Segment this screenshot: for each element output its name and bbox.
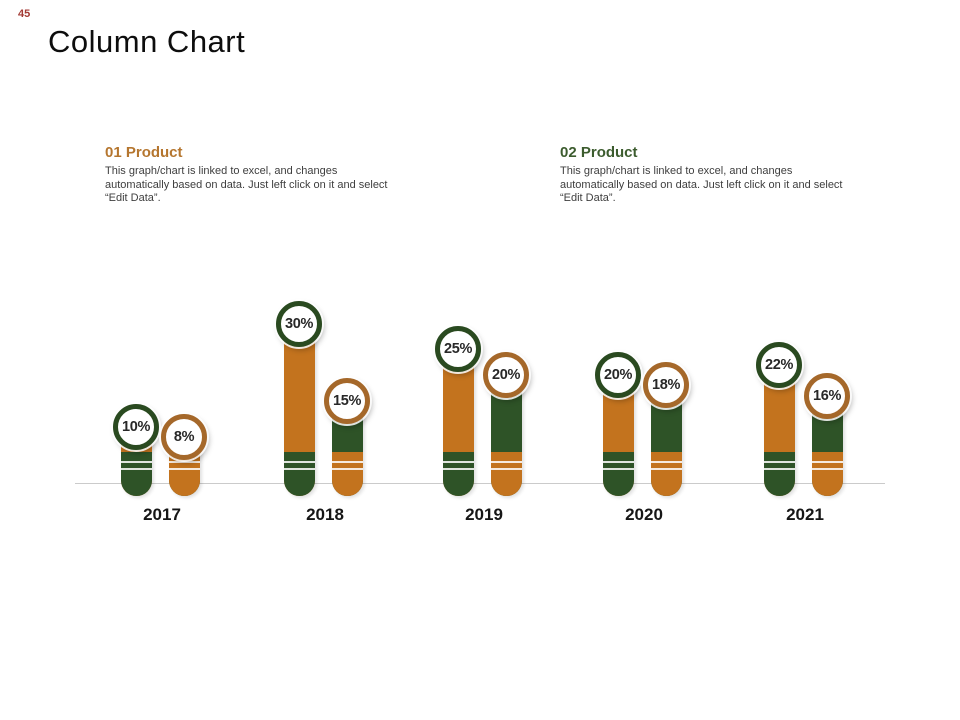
bar-value-label: 18% [651,377,681,394]
page-title: Column Chart [48,24,246,59]
value-badge-2017-01-product[interactable]: 10% [113,403,159,450]
bar-value-label: 16% [812,387,842,404]
bar-bottom-cap [120,452,152,496]
legend-product-01: 01 Product This graph/chart is linked to… [105,144,397,206]
value-badge-2017-02-product[interactable]: 8% [161,413,207,460]
bar-bottom-cap [442,452,474,496]
cap-stripe [120,468,152,470]
legend-02-description: This graph/chart is linked to excel, and… [560,165,843,204]
bar-bottom-cap [490,452,522,496]
bar-value-label: 20% [603,367,633,383]
bar-value-label: 10% [121,418,151,435]
cap-stripe [811,460,843,463]
x-axis-label-2020: 2020 [625,505,663,524]
bar-value-label: 25% [443,341,473,358]
cap-stripe [442,468,474,470]
legend-01-description: This graph/chart is linked to excel, and… [105,165,388,204]
value-badge-2018-01-product[interactable]: 30% [276,300,322,347]
legend-02-heading: 02 Product [560,144,638,161]
bar-bottom-cap [650,451,682,496]
bar-value-label: 20% [491,367,521,383]
cap-stripe [602,461,634,463]
cap-stripe [331,461,363,463]
cap-stripe [650,460,682,463]
cap-stripe [442,461,474,463]
x-axis-label-2018: 2018 [306,505,344,524]
cap-stripe [331,468,363,470]
value-badge-2018-02-product[interactable]: 15% [324,377,370,424]
x-axis-label-2017: 2017 [143,505,181,524]
cap-stripe [763,460,795,463]
value-badge-2020-01-product[interactable]: 20% [595,352,641,398]
x-axis-label-2019: 2019 [465,505,503,524]
cap-stripe [490,461,522,463]
cap-stripe [283,468,315,470]
bar-bottom-cap [283,452,315,496]
bar-value-label: 8% [173,428,195,445]
bar-2019-01-product[interactable] [442,349,474,496]
cap-stripe [120,461,152,463]
cap-stripe [168,467,200,470]
cap-stripe [602,468,634,470]
cap-stripe [283,461,315,463]
value-badge-2019-02-product[interactable]: 20% [483,352,529,398]
bar-bottom-cap [331,452,363,496]
legend-product-02: 02 Product This graph/chart is linked to… [560,144,852,206]
bar-bottom-cap [168,451,200,496]
legend-01-heading: 01 Product [105,144,183,161]
bar-value-label: 15% [332,392,362,409]
value-badge-2021-02-product[interactable]: 16% [804,372,850,419]
bar-bottom-cap [811,451,843,496]
cap-stripe [650,467,682,470]
bar-value-label: 30% [284,315,314,332]
cap-stripe [763,467,795,470]
value-badge-2020-02-product[interactable]: 18% [643,362,689,409]
cap-stripe [168,460,200,463]
cap-stripe [811,467,843,470]
page-number: 45 [18,8,31,20]
x-axis-label-2021: 2021 [786,505,824,524]
bar-bottom-cap [602,452,634,496]
value-badge-2021-01-product[interactable]: 22% [756,341,802,388]
bar-2018-01-product[interactable] [283,323,315,496]
cap-stripe [490,468,522,470]
bar-bottom-cap [763,451,795,496]
bar-value-label: 22% [764,356,794,373]
value-badge-2019-01-product[interactable]: 25% [435,326,481,373]
x-axis-line [75,483,885,484]
